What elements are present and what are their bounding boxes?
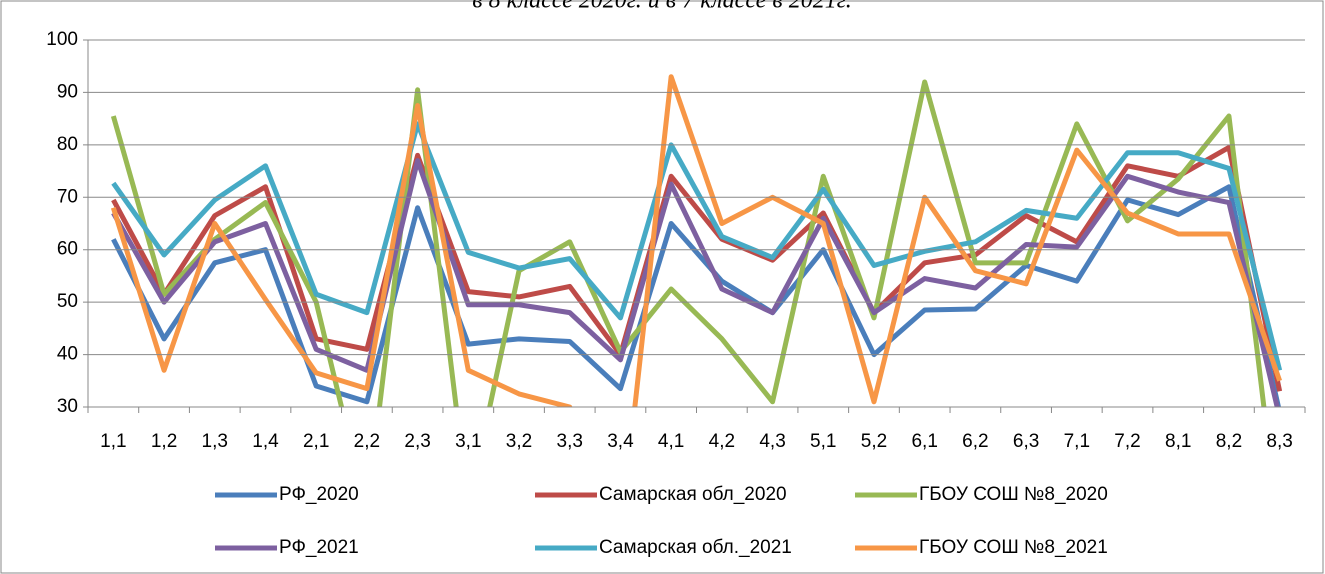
x-tick-label: 1,3 — [202, 431, 228, 452]
x-tick-label: 7,2 — [1114, 431, 1140, 452]
x-tick-label: 1,4 — [252, 431, 279, 452]
x-tick-label: 6,1 — [911, 431, 937, 452]
x-tick-label: 6,3 — [1013, 431, 1039, 452]
series-line — [111, 121, 1283, 371]
y-tick-label: 100 — [46, 29, 78, 50]
x-tick-label: 5,2 — [861, 431, 887, 452]
legend-label: Самарская обл_2020 — [599, 484, 787, 505]
y-tick-label: 90 — [57, 81, 78, 102]
x-tick-label: 8,1 — [1165, 431, 1191, 452]
x-tick-label: 4,2 — [709, 431, 735, 452]
x-tick-label: 7,1 — [1064, 431, 1090, 452]
x-tick-label: 8,2 — [1216, 431, 1242, 452]
x-tick-label: 1,2 — [151, 431, 177, 452]
legend-label: ГБОУ СОШ №8_2020 — [919, 484, 1108, 505]
series-line — [110, 79, 1267, 407]
chart-title: в 8 классе 2020г. и в 7 классе в 2021г. — [472, 0, 852, 14]
legend-label: Самарская обл._2021 — [599, 537, 792, 558]
legend-label: ГБОУ СОШ №8_2021 — [919, 537, 1108, 558]
y-tick-label: 40 — [57, 344, 78, 365]
y-tick-label: 80 — [57, 134, 78, 155]
series-line — [111, 158, 1280, 407]
x-tick-label: 4,3 — [759, 431, 785, 452]
x-tick-label: 4,1 — [658, 431, 684, 452]
y-tick-label: 30 — [57, 396, 78, 417]
y-tick-label: 50 — [57, 291, 78, 312]
x-tick-label: 8,3 — [1266, 431, 1292, 452]
y-tick-label: 60 — [57, 239, 78, 260]
x-tick-label: 2,3 — [404, 431, 430, 452]
y-tick-label: 70 — [57, 186, 78, 207]
x-tick-label: 3,3 — [557, 431, 583, 452]
series-line — [110, 74, 1283, 407]
legend-label: РФ_2020 — [279, 484, 359, 505]
series-line — [111, 144, 1283, 392]
x-tick-label: 3,1 — [455, 431, 481, 452]
legend-label: РФ_2021 — [279, 537, 359, 558]
x-tick-label: 2,1 — [303, 431, 329, 452]
x-tick-label: 3,4 — [607, 431, 634, 452]
x-tick-label: 6,2 — [962, 431, 988, 452]
x-tick-label: 3,2 — [506, 431, 532, 452]
plot-area — [110, 74, 1283, 407]
x-tick-label: 2,2 — [354, 431, 380, 452]
x-tick-label: 5,1 — [810, 431, 836, 452]
x-tick-label: 1,1 — [100, 431, 126, 452]
